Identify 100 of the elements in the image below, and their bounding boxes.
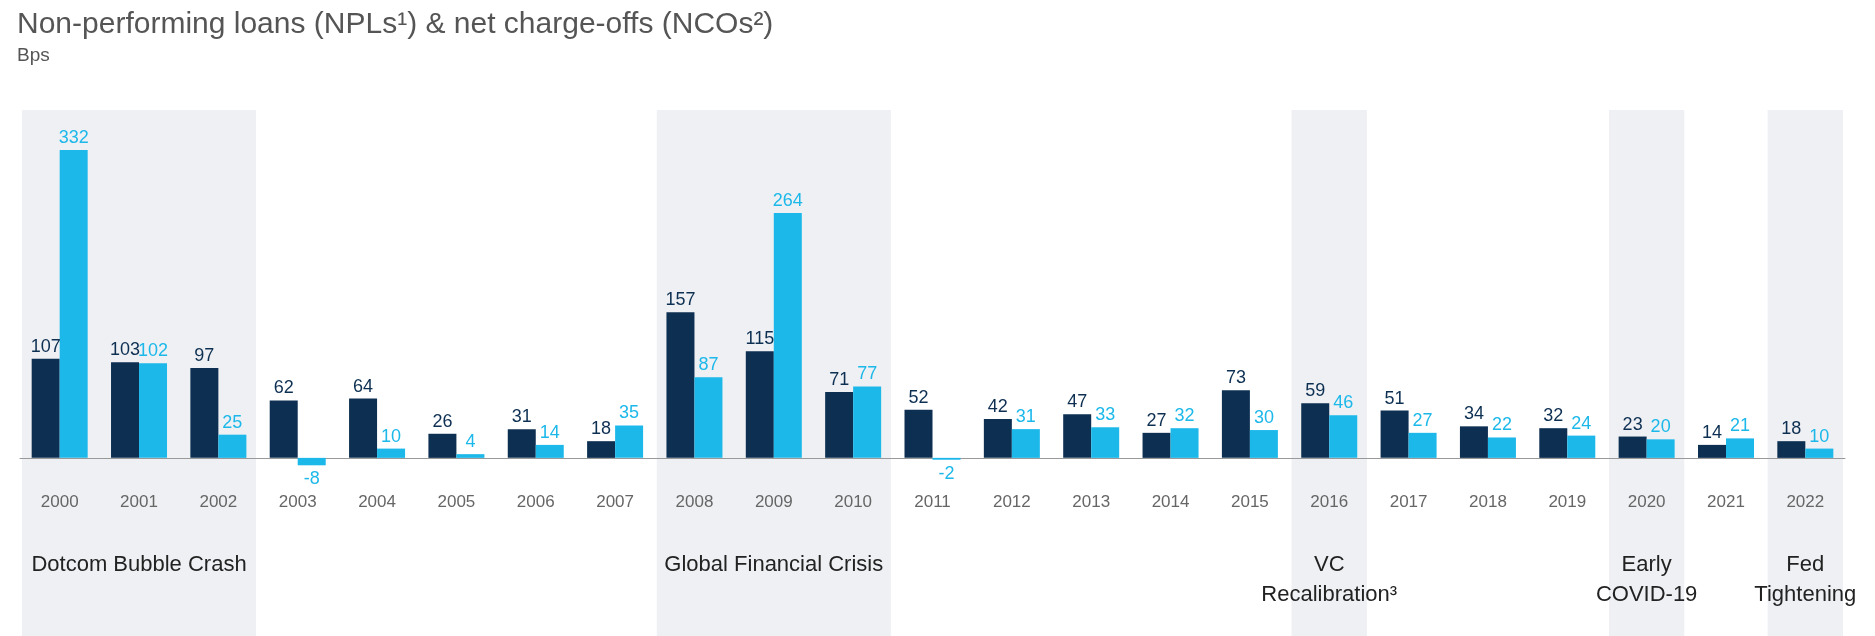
bar [1725, 438, 1754, 458]
bar [773, 213, 802, 458]
bar [1063, 414, 1092, 458]
data-label: 52 [908, 386, 929, 407]
x-tick-label: 2003 [278, 492, 317, 511]
data-label: 20 [1650, 416, 1671, 437]
bar [349, 398, 378, 458]
chart-subtitle: Bps [17, 44, 50, 65]
data-label: 71 [829, 369, 850, 390]
data-label: 332 [58, 127, 89, 147]
bar [428, 433, 457, 458]
band-label: Early COVID-19 [1595, 550, 1698, 606]
data-label: 14 [1701, 421, 1722, 442]
data-label: 31 [1015, 406, 1036, 427]
x-tick-label: 2015 [1230, 492, 1269, 511]
data-label: 33 [1095, 404, 1116, 425]
bar [1539, 428, 1568, 458]
data-label: 23 [1622, 413, 1643, 434]
data-label: 77 [857, 363, 878, 384]
x-tick-label: 2012 [992, 492, 1031, 511]
bar [1170, 428, 1199, 458]
bar [694, 377, 723, 458]
data-label: 22 [1491, 414, 1512, 435]
bar [1091, 427, 1120, 458]
bar [587, 441, 616, 458]
band-label: Fed Tightening [1754, 550, 1857, 606]
x-tick-label: 2007 [596, 492, 635, 511]
data-label: -2 [938, 462, 955, 483]
bar [218, 434, 247, 458]
bar [1487, 437, 1516, 458]
bar [139, 363, 168, 458]
data-label: 18 [591, 418, 612, 439]
bar [269, 400, 298, 458]
data-label: 27 [1412, 409, 1433, 430]
bar [1805, 448, 1834, 458]
data-label: 32 [1543, 405, 1564, 426]
x-tick-label: 2005 [437, 492, 476, 511]
bar [59, 150, 88, 458]
bar [1142, 432, 1171, 458]
bar [111, 362, 140, 458]
x-tick-label: 2016 [1310, 492, 1349, 511]
data-label: 10 [1809, 425, 1830, 446]
data-label: 102 [138, 340, 169, 361]
x-tick-label: 2014 [1151, 492, 1190, 511]
data-label: 14 [539, 421, 560, 442]
data-label: 157 [665, 289, 696, 310]
data-label: 26 [432, 410, 453, 431]
data-label: 34 [1463, 403, 1484, 424]
data-label: 64 [353, 375, 374, 396]
data-label: 87 [698, 354, 719, 375]
data-label: 21 [1729, 415, 1750, 436]
x-tick-label: 2009 [754, 492, 793, 511]
bar [853, 386, 882, 458]
data-label: 51 [1384, 387, 1405, 408]
x-tick-label: 2010 [834, 492, 873, 511]
data-label: 31 [511, 406, 532, 427]
data-label: 264 [772, 190, 803, 211]
x-tick-label: 2013 [1072, 492, 1111, 511]
data-label: 59 [1305, 380, 1326, 401]
x-tick-label: 2021 [1707, 492, 1745, 511]
data-label: 32 [1174, 405, 1195, 426]
data-label: 47 [1067, 391, 1088, 412]
x-tick-label: 2004 [358, 492, 396, 511]
data-label: 62 [273, 377, 294, 398]
bar [1567, 435, 1596, 458]
bar [904, 409, 933, 458]
bar [1618, 436, 1647, 458]
bar [1459, 426, 1488, 458]
bar [1777, 441, 1806, 458]
bar [297, 457, 326, 466]
bar [1380, 410, 1409, 458]
bar [745, 351, 774, 458]
bar [825, 392, 854, 458]
data-label: 27 [1146, 409, 1167, 430]
x-tick-label: 2008 [675, 492, 714, 511]
data-label: 25 [222, 411, 243, 432]
bar [1221, 390, 1250, 458]
bar [615, 425, 644, 458]
band-label: Dotcom Bubble Crash [31, 550, 247, 576]
bar [377, 448, 406, 458]
data-label: 10 [381, 425, 402, 446]
bar [1646, 439, 1675, 458]
x-tick-label: 2018 [1469, 492, 1507, 511]
x-tick-label: 2017 [1389, 492, 1428, 511]
bar [983, 418, 1012, 458]
x-tick-label: 2006 [516, 492, 555, 511]
bar [31, 358, 60, 458]
bar [1329, 415, 1358, 458]
data-label: -8 [303, 468, 320, 489]
data-label: 35 [619, 402, 640, 423]
data-label: 18 [1781, 418, 1802, 439]
bar [1408, 432, 1437, 458]
x-tick-label: 2000 [40, 492, 79, 511]
bar [190, 367, 219, 458]
data-label: 115 [745, 328, 775, 349]
x-tick-label: 2001 [120, 492, 158, 511]
bar [1301, 403, 1330, 458]
data-label: 97 [194, 344, 215, 365]
x-tick-label: 2022 [1786, 492, 1825, 511]
chart-title: Non-performing loans (NPLs¹) & net charge-offs (NCOs²) [17, 5, 774, 39]
